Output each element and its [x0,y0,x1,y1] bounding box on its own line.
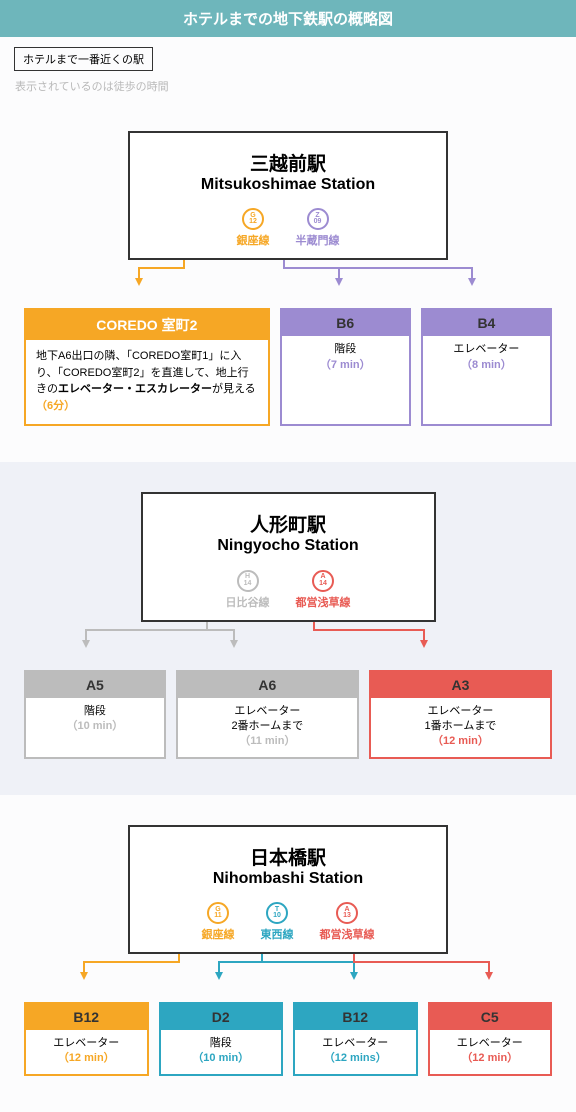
line-icon: G12 [242,208,264,230]
exit-card: ♥ COREDO 室町2 地下A6出口の隣、「COREDO室町1」に入り、「CO… [24,308,270,426]
line-name: 銀座線 [237,232,270,248]
lines-row: G12 銀座線 Z09 半蔵門線 [140,204,436,248]
exit-time: （8 min） [429,358,544,373]
exit-time: （12 mins） [301,1051,410,1066]
exit-time: （12 min） [32,1051,141,1066]
line-name: 日比谷線 [226,594,270,610]
exit-body: エレベーター（8 min） [423,336,550,380]
station-section: 日本橋駅 Nihombashi Station G11 銀座線 T10 東西線 … [0,795,576,1112]
lines-row: G11 銀座線 T10 東西線 A13 都営浅草線 [140,898,436,942]
exit-card: A3 エレベーター1番ホームまで（12 min） [369,670,552,759]
subway-line: G12 銀座線 [227,204,280,248]
exit-card: B4 エレベーター（8 min） [421,308,552,426]
exit-head: B12 [26,1004,147,1030]
subway-line: H14 日比谷線 [216,565,280,609]
exit-card: A6 エレベーター2番ホームまで（11 min） [176,670,359,759]
station-section: 人形町駅 Ningyocho Station H14 日比谷線 A14 都営浅草… [0,462,576,794]
subway-line: A13 都営浅草線 [310,898,385,942]
exits-row: A5 階段（10 min） A6 エレベーター2番ホームまで（11 min） A… [24,670,552,759]
exit-head: B12 [295,1004,416,1030]
exit-card: A5 階段（10 min） [24,670,166,759]
exit-head: A6 [178,672,357,698]
line-icon: G11 [207,902,229,924]
exits-row: B12 エレベーター（12 min） D2 階段（10 min） B12 エレベ… [24,1002,552,1076]
line-name: 東西線 [261,926,294,942]
station-box: 三越前駅 Mitsukoshimae Station G12 銀座線 Z09 半… [128,131,448,260]
line-icon: Z09 [307,208,329,230]
subway-line: G11 銀座線 [192,898,245,942]
exit-body: エレベーター（12 min） [26,1030,147,1074]
subway-line: A14 都営浅草線 [286,565,361,609]
exit-body: 階段（10 min） [161,1030,282,1074]
exit-time: （11 min） [184,734,351,749]
line-name: 都営浅草線 [320,926,375,942]
subway-line: Z09 半蔵門線 [286,204,350,248]
exit-head: B4 [423,310,550,336]
station-name-en: Mitsukoshimae Station [140,176,436,194]
exit-head: D2 [161,1004,282,1030]
exit-body: エレベーター（12 mins） [295,1030,416,1074]
line-icon: A14 [312,570,334,592]
exit-time: （10 min） [32,719,158,734]
station-box: 人形町駅 Ningyocho Station H14 日比谷線 A14 都営浅草… [141,492,436,621]
station-name-jp: 日本橋駅 [140,843,436,870]
line-name: 銀座線 [202,926,235,942]
exit-head: COREDO 室町2 [26,310,268,340]
exit-card: B12 エレベーター（12 min） [24,1002,149,1076]
exit-time: （7 min） [288,358,403,373]
exit-body: エレベーター2番ホームまで（11 min） [178,698,357,757]
exit-head: A3 [371,672,550,698]
line-name: 半蔵門線 [296,232,340,248]
station-name-jp: 人形町駅 [153,510,424,537]
exit-card: B12 エレベーター（12 mins） [293,1002,418,1076]
page-header: ホテルまでの地下鉄駅の概略図 [0,0,576,37]
station-section: 三越前駅 Mitsukoshimae Station G12 銀座線 Z09 半… [0,101,576,462]
legend-subtext: 表示されているのは徒歩の時間 [14,75,562,97]
station-name-en: Nihombashi Station [140,870,436,888]
station-name-en: Ningyocho Station [153,537,424,555]
line-icon: H14 [237,570,259,592]
line-icon: A13 [336,902,358,924]
legend: ホテルまで一番近くの駅 表示されているのは徒歩の時間 [0,37,576,101]
exit-body: エレベーター1番ホームまで（12 min） [371,698,550,757]
exit-card: B6 階段（7 min） [280,308,411,426]
lines-row: H14 日比谷線 A14 都営浅草線 [153,565,424,609]
exit-body: 階段（10 min） [26,698,164,742]
exit-body: 階段（7 min） [282,336,409,380]
exit-head: C5 [430,1004,551,1030]
legend-nearest: ホテルまで一番近くの駅 [14,47,153,71]
subway-line: T10 東西線 [251,898,304,942]
exit-card: D2 階段（10 min） [159,1002,284,1076]
line-icon: T10 [266,902,288,924]
exit-time: （12 min） [377,734,544,749]
station-name-jp: 三越前駅 [140,149,436,176]
station-box: 日本橋駅 Nihombashi Station G11 銀座線 T10 東西線 … [128,825,448,954]
line-name: 都営浅草線 [296,594,351,610]
page-title: ホテルまでの地下鉄駅の概略図 [183,11,393,28]
exit-time: （10 min） [167,1051,276,1066]
exit-body: エレベーター（12 min） [430,1030,551,1074]
exits-row: ♥ COREDO 室町2 地下A6出口の隣、「COREDO室町1」に入り、「CO… [24,308,552,426]
exit-head: B6 [282,310,409,336]
exit-detail: 地下A6出口の隣、「COREDO室町1」に入り、「COREDO室町2」を直進して… [26,340,268,424]
exit-head: A5 [26,672,164,698]
exit-time: （12 min） [436,1051,545,1066]
exit-card: C5 エレベーター（12 min） [428,1002,553,1076]
